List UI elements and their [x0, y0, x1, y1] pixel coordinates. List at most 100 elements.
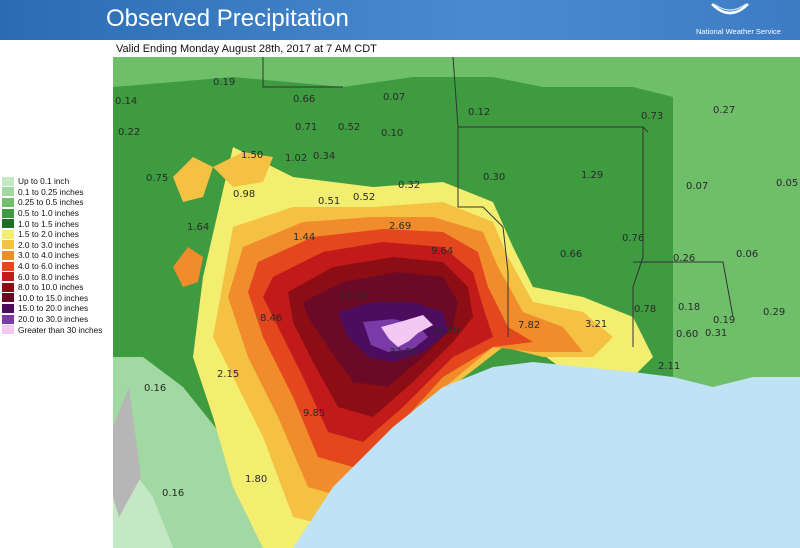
rainfall-value: 1.64	[187, 222, 209, 233]
rainfall-value: 0.30	[483, 172, 505, 183]
rainfall-value: 8.46	[260, 313, 282, 324]
legend-swatch	[2, 197, 14, 207]
legend-item: 15.0 to 20.0 inches	[2, 303, 114, 314]
valid-time-subtitle: Valid Ending Monday August 28th, 2017 at…	[116, 43, 377, 55]
legend-label: 1.5 to 2.0 inches	[18, 229, 79, 240]
rainfall-value: 2.11	[658, 361, 680, 372]
legend-swatch	[2, 293, 14, 303]
legend-swatch	[2, 314, 14, 324]
rainfall-value: 0.16	[162, 488, 184, 499]
legend-swatch	[2, 272, 14, 282]
rainfall-value: 0.16	[144, 383, 166, 394]
rainfall-value: 7.82	[518, 320, 540, 331]
rainfall-value: 0.14	[115, 96, 137, 107]
rainfall-value: 13.30	[339, 291, 368, 302]
rainfall-value: 33.57	[389, 347, 418, 358]
legend-swatch	[2, 325, 14, 335]
rainfall-value: 0.07	[686, 181, 708, 192]
rainfall-value: 19.39	[431, 326, 460, 337]
legend-label: 0.25 to 0.5 inches	[18, 197, 84, 208]
rainfall-value: 0.18	[678, 302, 700, 313]
rainfall-value: 0.31	[705, 328, 727, 339]
rainfall-value: 2.69	[389, 221, 411, 232]
legend-swatch	[2, 303, 14, 313]
rainfall-value: 0.07	[383, 92, 405, 103]
rainfall-value: 0.75	[146, 173, 168, 184]
rainfall-value: 0.19	[713, 315, 735, 326]
rainfall-value: 0.34	[313, 151, 335, 162]
rainfall-value: 0.73	[641, 111, 663, 122]
rainfall-value: 0.52	[353, 192, 375, 203]
agency-label: National Weather Service	[696, 27, 781, 36]
legend-item: 4.0 to 6.0 inches	[2, 261, 114, 272]
rainfall-value: 0.78	[634, 304, 656, 315]
rainfall-value: 0.60	[676, 329, 698, 340]
legend-item: 20.0 to 30.0 inches	[2, 314, 114, 325]
legend-label: Up to 0.1 inch	[18, 176, 70, 187]
nws-logo-icon	[711, 3, 749, 15]
precipitation-map: 0.14 0.19 0.66 0.07 0.12 0.73 0.27 0.22 0.71 0.52…	[113, 57, 800, 548]
legend-swatch	[2, 208, 14, 218]
rainfall-value: 9.85	[303, 408, 325, 419]
rainfall-value: 0.12	[468, 107, 490, 118]
legend-swatch	[2, 240, 14, 250]
legend-label: 2.0 to 3.0 inches	[18, 239, 79, 250]
rainfall-value: 1.02	[285, 153, 307, 164]
legend-item: 0.1 to 0.25 inches	[2, 187, 114, 198]
legend-label: 0.5 to 1.0 inches	[18, 208, 79, 219]
legend-swatch	[2, 261, 14, 271]
rainfall-value: 0.76	[622, 233, 644, 244]
title-bar: Observed Precipitation National Weather …	[0, 0, 800, 40]
rainfall-value: 0.10	[381, 128, 403, 139]
legend-item: 2.0 to 3.0 inches	[2, 240, 114, 251]
rainfall-value: 0.52	[338, 122, 360, 133]
legend-item: 6.0 to 8.0 inches	[2, 271, 114, 282]
rainfall-value: 0.51	[318, 196, 340, 207]
precipitation-legend: Up to 0.1 inch 0.1 to 0.25 inches 0.25 to …	[2, 176, 114, 335]
legend-item: 0.5 to 1.0 inches	[2, 208, 114, 219]
legend-label: 10.0 to 15.0 inches	[18, 292, 89, 303]
legend-swatch	[2, 187, 14, 197]
legend-label: 6.0 to 8.0 inches	[18, 271, 79, 282]
rainfall-value: 0.19	[213, 77, 235, 88]
rainfall-value: 1.80	[245, 474, 267, 485]
rainfall-value: 2.15	[217, 369, 239, 380]
rainfall-value: 0.05	[776, 178, 798, 189]
rainfall-value: 0.26	[673, 253, 695, 264]
legend-label: 1.0 to 1.5 inches	[18, 218, 79, 229]
legend-swatch	[2, 219, 14, 229]
rainfall-value: 0.66	[293, 94, 315, 105]
legend-item: Greater than 30 inches	[2, 324, 114, 335]
legend-item: Up to 0.1 inch	[2, 176, 114, 187]
legend-item: 8.0 to 10.0 inches	[2, 282, 114, 293]
rainfall-value: 0.71	[295, 122, 317, 133]
legend-label: 0.1 to 0.25 inches	[18, 186, 84, 197]
rainfall-value: 0.29	[763, 307, 785, 318]
legend-label: 20.0 to 30.0 inches	[18, 314, 89, 325]
rainfall-value: 9.64	[431, 246, 453, 257]
rainfall-value-labels: 0.14 0.19 0.66 0.07 0.12 0.73 0.27 0.22 0.71 0.52…	[115, 77, 798, 499]
legend-item: 3.0 to 4.0 inches	[2, 250, 114, 261]
legend-item: 0.25 to 0.5 inches	[2, 197, 114, 208]
rainfall-value: 0.98	[233, 189, 255, 200]
rainfall-value: 0.27	[713, 105, 735, 116]
legend-swatch	[2, 176, 14, 186]
legend-swatch	[2, 282, 14, 292]
legend-item: 1.5 to 2.0 inches	[2, 229, 114, 240]
rainfall-value: 0.66	[560, 249, 582, 260]
rainfall-value: 0.22	[118, 127, 140, 138]
page-title: Observed Precipitation	[106, 5, 349, 32]
legend-swatch	[2, 250, 14, 260]
rainfall-value: 3.21	[585, 319, 607, 330]
legend-label: Greater than 30 inches	[18, 324, 103, 335]
rainfall-value: 0.32	[398, 180, 420, 191]
legend-label: 4.0 to 6.0 inches	[18, 261, 79, 272]
rainfall-value: 0.06	[736, 249, 758, 260]
rainfall-value: 1.29	[581, 170, 603, 181]
legend-label: 15.0 to 20.0 inches	[18, 303, 89, 314]
rainfall-value: 1.50	[241, 150, 263, 161]
legend-label: 8.0 to 10.0 inches	[18, 282, 84, 293]
legend-item: 1.0 to 1.5 inches	[2, 218, 114, 229]
rainfall-value: 1.44	[293, 232, 315, 243]
legend-label: 3.0 to 4.0 inches	[18, 250, 79, 261]
